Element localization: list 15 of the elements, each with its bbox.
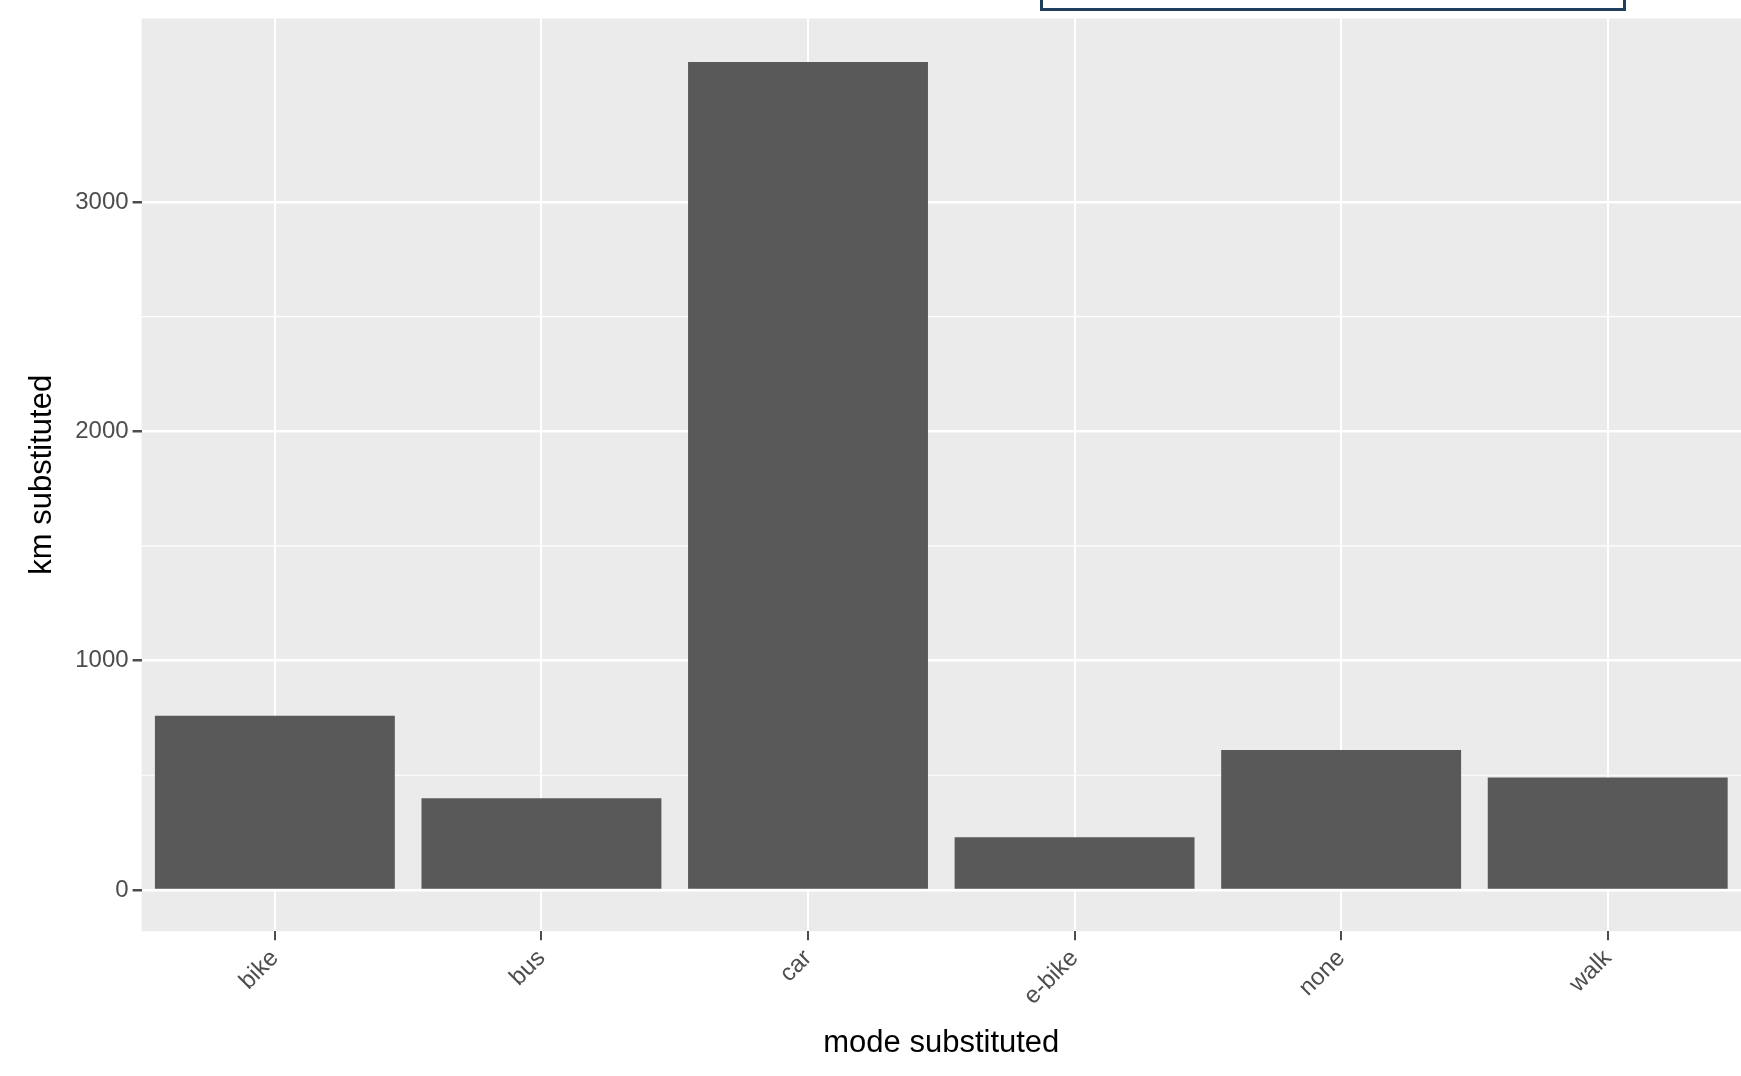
x-tick-label: bus [503, 943, 550, 990]
bar [421, 798, 662, 889]
y-tick-label: 1000 [75, 645, 129, 673]
bar [154, 715, 395, 889]
bar [954, 837, 1195, 889]
x-axis-title: mode substituted [823, 1023, 1060, 1059]
bar [1487, 777, 1728, 889]
bar [688, 61, 928, 889]
x-tick-label: car [773, 943, 817, 987]
y-tick-label: 0 [115, 874, 129, 902]
bar [1221, 750, 1462, 889]
y-tick-label: 2000 [75, 415, 129, 443]
y-axis-title: km substituted [23, 374, 59, 575]
y-tick-label: 3000 [75, 186, 129, 214]
x-tick-label: bike [232, 943, 284, 994]
